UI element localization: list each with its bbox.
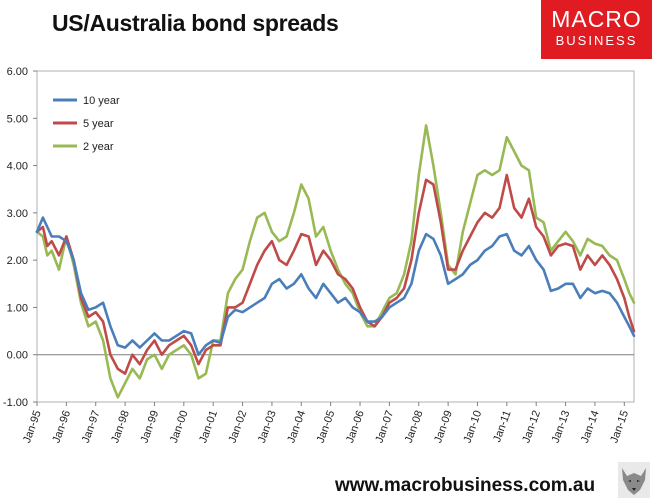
plot-border [36,70,635,403]
x-tick-label: Jan-02 [227,409,250,445]
legend-label: 10 year [83,95,120,107]
x-tick-label: Jan-13 [550,409,573,445]
x-tick-label: Jan-06 [344,409,367,445]
x-tick-label: Jan-99 [138,409,161,445]
macrobusiness-logo: MACRO BUSINESS [541,0,652,59]
y-tick-label: -1.00 [3,397,28,409]
wolf-logo-icon [618,462,650,498]
y-tick-label: 1.00 [7,302,28,314]
x-tick-label: Jan-08 [403,409,426,445]
x-tick-label: Jan-09 [432,409,455,445]
y-tick-label: 0.00 [7,350,28,362]
x-tick-label: Jan-98 [109,409,132,445]
x-tick-label: Jan-10 [462,409,485,445]
x-tick-label: Jan-95 [21,409,44,445]
series-line-5-year [35,173,636,375]
series-line-10-year [35,216,636,357]
x-tick-label: Jan-04 [285,409,308,445]
y-tick-label: 6.00 [7,66,28,78]
x-tick-label: Jan-11 [491,409,514,444]
x-tick-label: Jan-14 [579,409,602,445]
x-tick-label: Jan-15 [608,409,631,445]
chart-title: US/Australia bond spreads [52,10,339,36]
y-tick-label: 2.00 [7,255,28,267]
x-tick-label: Jan-07 [373,409,396,445]
logo-line1: MACRO [551,6,642,32]
footer-url[interactable]: www.macrobusiness.com.au [335,475,596,496]
y-tick-label: 4.00 [7,161,28,173]
series-line-2-year [35,124,636,399]
x-tick-label: Jan-03 [256,409,279,445]
legend-label: 2 year [83,141,114,153]
legend-label: 5 year [83,118,114,130]
x-tick-label: Jan-96 [50,409,73,445]
x-tick-label: Jan-01 [197,409,220,445]
y-tick-label: 5.00 [7,113,28,125]
y-tick-label: 3.00 [7,208,28,220]
logo-line2: BUSINESS [555,33,638,48]
x-tick-label: Jan-05 [315,409,338,445]
x-tick-label: Jan-00 [168,409,191,445]
x-tick-label: Jan-12 [520,409,543,445]
x-tick-label: Jan-97 [80,409,103,445]
